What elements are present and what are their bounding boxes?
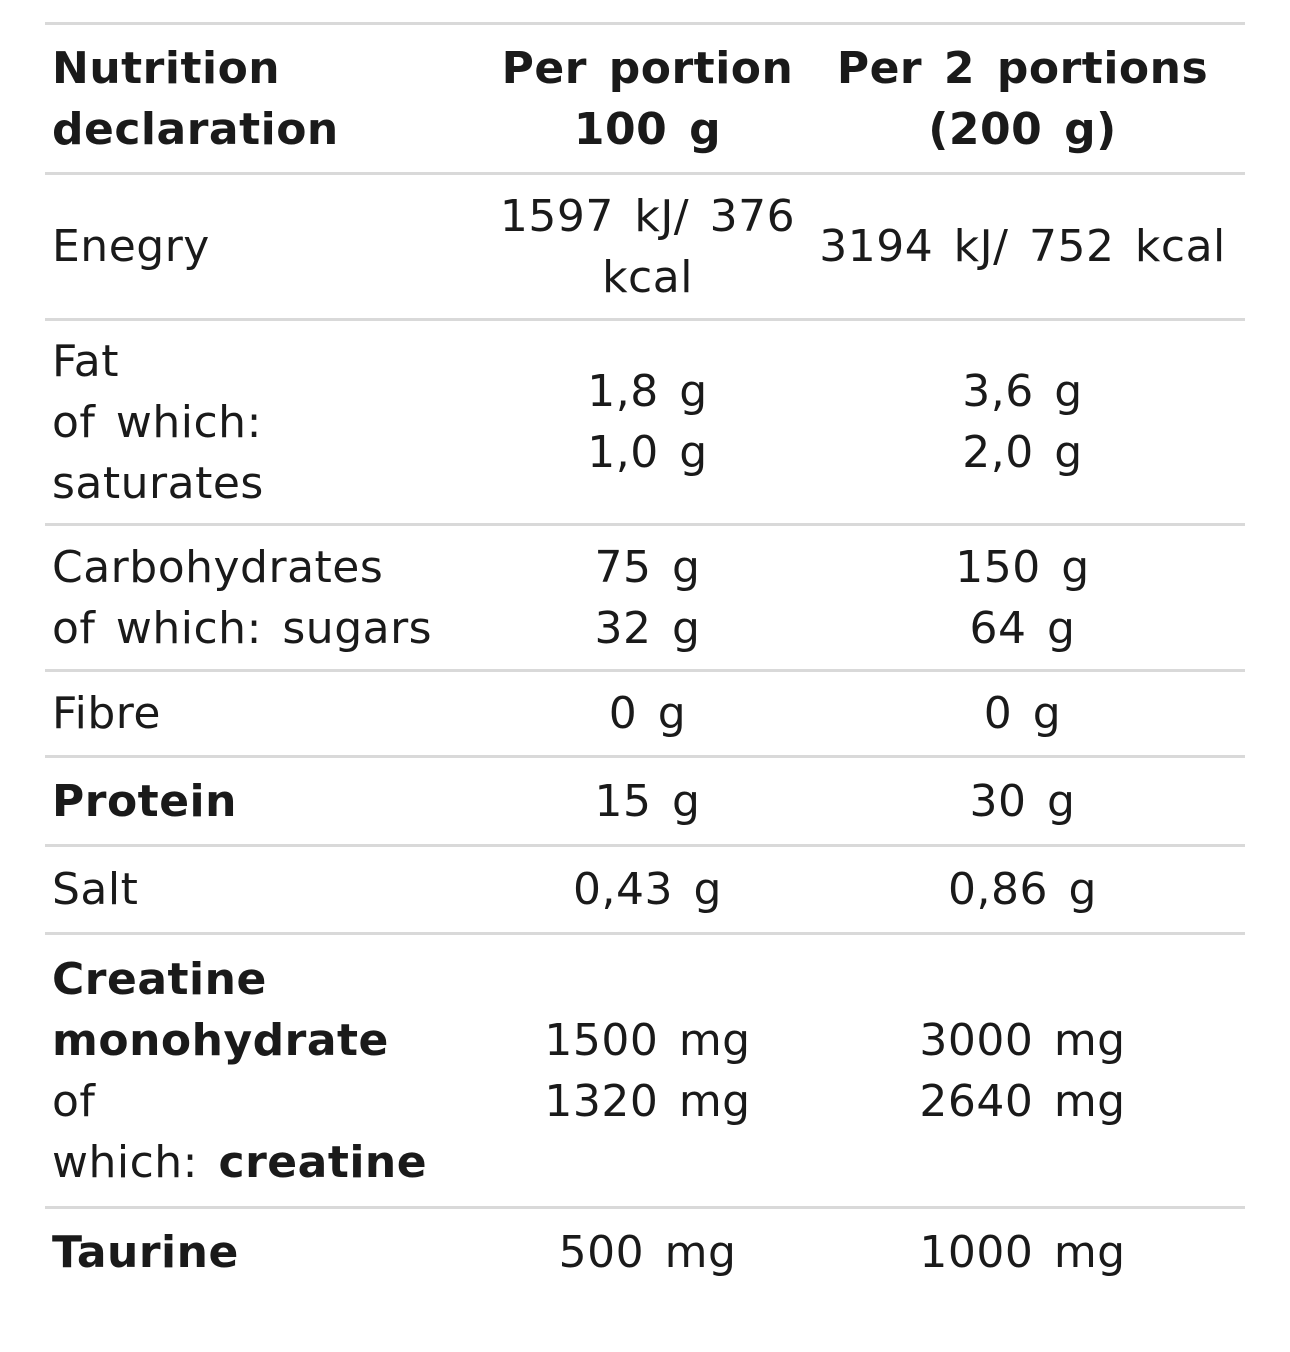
per-2-portions-value: 1000 mg [800, 1222, 1245, 1283]
header-text: Per portion [501, 42, 794, 94]
label-text: creatine [218, 1136, 428, 1188]
table-row-fat: Fat of which: saturates 1,8 g 1,0 g 3,6 … [45, 321, 1245, 526]
row-label: Creatine monohydrate of which: creatine [45, 949, 495, 1193]
table-row-energy: Enegry 1597 kJ/ 376 kcal 3194 kJ/ 752 kc… [45, 175, 1245, 321]
value-text: 32 g [594, 602, 701, 654]
row-label: Fat of which: saturates [45, 331, 495, 514]
per-portion-value: 1597 kJ/ 376 kcal [495, 186, 800, 308]
value-text: kcal [602, 251, 693, 303]
per-portion-value: 15 g [495, 771, 800, 832]
label-text: of which: sugars [52, 602, 433, 654]
value-text: 0 g [983, 688, 1062, 739]
label-text: Enegry [52, 221, 210, 272]
per-portion-value: 0,43 g [495, 859, 800, 920]
row-label: Enegry [45, 216, 495, 277]
value-text: 150 g [955, 541, 1090, 593]
row-label: Protein [45, 771, 495, 832]
nutrition-table: Nutrition declaration Per portion 100 g … [45, 22, 1245, 1295]
value-text: 3000 mg [919, 1014, 1126, 1066]
value-text: 15 g [594, 775, 701, 827]
per-portion-value: 1500 mg 1320 mg [495, 1010, 800, 1132]
value-text: 2640 mg [919, 1075, 1126, 1127]
label-text: which: [52, 1136, 198, 1188]
table-row-carbohydrates: Carbohydrates of which: sugars 75 g 32 g… [45, 526, 1245, 672]
per-2-portions-value: 3,6 g 2,0 g [800, 361, 1245, 483]
value-text: 1000 mg [919, 1226, 1126, 1278]
per-portion-value: 1,8 g 1,0 g [495, 361, 800, 483]
header-text: (200 g) [928, 103, 1117, 155]
per-2-portions-value: 30 g [800, 771, 1245, 832]
header-text: Per 2 portions [836, 42, 1209, 94]
value-text: 0,86 g [948, 864, 1097, 915]
header-per-portion: Per portion 100 g [495, 38, 800, 160]
per-portion-value: 0 g [495, 683, 800, 744]
value-text: 0,43 g [573, 864, 722, 915]
row-label: Taurine [45, 1222, 495, 1283]
label-text: Fibre [52, 688, 161, 739]
header-nutrition-declaration: Nutrition declaration [45, 38, 495, 160]
header-text: 100 g [573, 103, 722, 155]
value-text: 2,0 g [962, 427, 1083, 478]
value-text: 500 mg [558, 1226, 737, 1278]
label-text: Taurine [52, 1226, 239, 1278]
value-text: 64 g [969, 602, 1076, 654]
row-label: Carbohydrates of which: sugars [45, 537, 495, 659]
per-2-portions-value: 0,86 g [800, 859, 1245, 920]
table-row-creatine: Creatine monohydrate of which: creatine … [45, 935, 1245, 1209]
per-2-portions-value: 3194 kJ/ 752 kcal [800, 216, 1245, 277]
header-per-2-portions: Per 2 portions (200 g) [800, 38, 1245, 160]
header-text: declaration [52, 103, 339, 155]
value-text: 30 g [969, 775, 1076, 827]
label-text: Salt [52, 864, 139, 915]
per-2-portions-value: 150 g 64 g [800, 537, 1245, 659]
label-text: of which: [52, 396, 262, 448]
row-label: Salt [45, 859, 495, 920]
header-text: Nutrition [52, 42, 281, 94]
value-text: 75 g [594, 541, 701, 593]
per-2-portions-value: 3000 mg 2640 mg [800, 1010, 1245, 1132]
label-text: Protein [52, 775, 237, 827]
table-row-protein: Protein 15 g 30 g [45, 758, 1245, 847]
value-text: 1597 kJ/ 376 [499, 190, 796, 242]
table-row-taurine: Taurine 500 mg 1000 mg [45, 1209, 1245, 1295]
label-text: Carbohydrates [52, 541, 384, 593]
value-text: 3194 kJ/ 752 kcal [819, 221, 1226, 272]
value-text: 1,8 g [587, 366, 708, 417]
value-text: 1,0 g [587, 427, 708, 478]
table-row-fibre: Fibre 0 g 0 g [45, 672, 1245, 758]
label-text: monohydrate [52, 1014, 389, 1066]
value-text: 0 g [608, 688, 687, 739]
label-text: saturates [52, 457, 264, 509]
label-text: Creatine [52, 953, 267, 1005]
value-text: 3,6 g [962, 366, 1083, 417]
per-portion-value: 75 g 32 g [495, 537, 800, 659]
per-portion-value: 500 mg [495, 1222, 800, 1283]
label-text: Fat [52, 335, 119, 387]
per-2-portions-value: 0 g [800, 683, 1245, 744]
value-text: 1500 mg [544, 1014, 751, 1066]
label-text: of [52, 1075, 96, 1127]
row-label: Fibre [45, 683, 495, 744]
table-row-salt: Salt 0,43 g 0,86 g [45, 847, 1245, 935]
value-text: 1320 mg [544, 1075, 751, 1127]
table-header-row: Nutrition declaration Per portion 100 g … [45, 25, 1245, 175]
